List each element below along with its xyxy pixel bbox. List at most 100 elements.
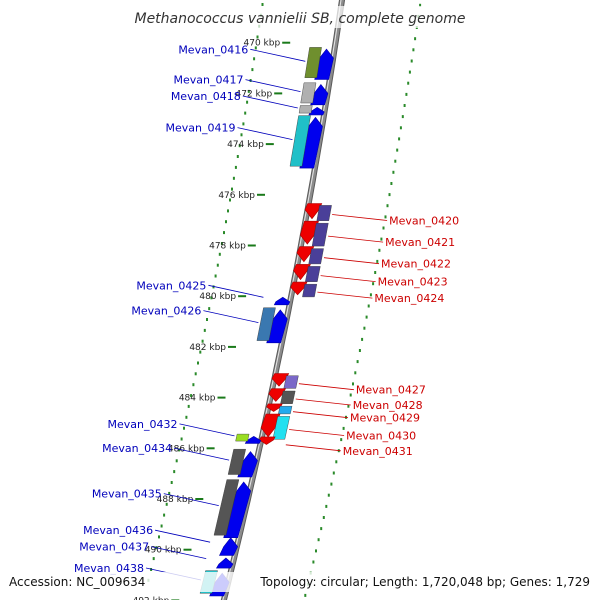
- scale-tick-label: 492 kbp: [133, 596, 170, 600]
- gene-leader-line: [179, 423, 235, 437]
- scale-dot: [367, 304, 370, 308]
- scale-dot: [408, 70, 411, 74]
- scale-tick-label: 470 kbp: [244, 39, 281, 49]
- scale-dot: [178, 448, 181, 452]
- gene-leader-line: [328, 235, 384, 243]
- gene-arrow: [215, 557, 234, 569]
- scale-dot: [358, 349, 361, 352]
- scale-dot: [347, 404, 350, 408]
- scale-dot: [254, 46, 257, 50]
- scale-tick-label: 482 kbp: [189, 343, 226, 353]
- scale-dot: [261, 3, 264, 6]
- gene-cog-block: [316, 205, 332, 221]
- scale-dot: [352, 382, 354, 386]
- gene-leader-line: [332, 214, 388, 221]
- scale-dot: [246, 100, 249, 104]
- gene-label: Mevan_0434: [102, 442, 172, 455]
- scale-dot: [187, 404, 190, 408]
- gene-arrow: [219, 537, 239, 556]
- gene-leader-line: [320, 275, 376, 282]
- gene-leader-line: [295, 398, 351, 406]
- gene-label: Mevan_0436: [83, 524, 153, 537]
- scale-dot: [380, 237, 383, 241]
- scale-dot: [369, 293, 372, 297]
- scale-dot: [412, 48, 415, 52]
- gene-cog-block: [300, 82, 317, 104]
- scale-dot: [170, 481, 173, 484]
- scale-dot: [327, 493, 330, 497]
- scale-dot: [405, 92, 408, 96]
- scale-dot: [247, 89, 250, 93]
- scale-dot: [320, 527, 323, 531]
- gene-arrow: [296, 246, 315, 263]
- gene-cog-block: [235, 433, 250, 442]
- scale-dot: [312, 560, 315, 564]
- scale-dot: [401, 115, 404, 119]
- scale-dot: [185, 415, 188, 419]
- scale-dot: [256, 35, 259, 39]
- scale-dot: [152, 557, 155, 561]
- scale-dot: [173, 470, 176, 474]
- gene-cog-block: [305, 266, 321, 282]
- scale-dot: [335, 460, 338, 464]
- gene-label: Mevan_0430: [346, 430, 416, 443]
- scale-ticks: 470 kbp 472 kbp 474 kbp 476 kbp 478 kbp 480 k…: [133, 39, 291, 600]
- accession-text: Accession: NC_009634: [9, 575, 145, 589]
- gene-leader-line: [203, 310, 259, 323]
- scale-dot: [340, 438, 343, 442]
- scale-dot: [390, 182, 393, 185]
- scale-dot: [216, 263, 219, 267]
- gene-arrow: [299, 220, 319, 245]
- scale-dot: [225, 220, 227, 224]
- scale-dot: [160, 524, 163, 528]
- gene-arrow: [266, 403, 283, 412]
- scale-tick-label: 478 kbp: [209, 242, 246, 252]
- gene-label: Mevan_0419: [166, 122, 236, 135]
- gene-leader-line: [298, 383, 354, 391]
- gene-arrow: [271, 373, 290, 387]
- scale-dot: [175, 459, 178, 463]
- gene-arrow: [268, 388, 286, 402]
- scale-dot: [396, 148, 399, 152]
- scale-dot: [223, 231, 225, 235]
- scale-dot: [315, 549, 317, 553]
- gene-arrow: [308, 106, 325, 116]
- scale-dot: [214, 274, 217, 278]
- gene-label: Mevan_0416: [178, 43, 248, 56]
- topology-text: Topology: circular; Length: 1,720,048 bp…: [259, 575, 590, 589]
- gene-cog-block: [280, 390, 296, 404]
- scale-dot: [374, 271, 377, 274]
- scale-dot: [158, 535, 160, 539]
- gene-cog-block: [213, 479, 240, 536]
- scale-dot: [332, 471, 335, 475]
- scale-tick-label: 472 kbp: [236, 89, 273, 99]
- gene-cog-block: [256, 307, 276, 341]
- gene-leader-line: [285, 444, 341, 452]
- gene-leader-line: [242, 95, 298, 109]
- gene-cog-block: [302, 284, 318, 298]
- gene-label: Mevan_0438: [74, 562, 144, 575]
- scale-dot: [378, 248, 381, 252]
- scale-dot: [251, 68, 254, 72]
- scale-dot: [212, 285, 215, 289]
- gene-cog-block: [298, 105, 313, 114]
- gene-arrow: [304, 203, 323, 220]
- scale-dot: [190, 394, 193, 398]
- gene-leader-line: [323, 257, 380, 265]
- scale-tick-label: 490 kbp: [145, 546, 182, 556]
- scale-dot: [232, 176, 235, 180]
- map-title: Methanococcus vannielii SB, complete gen…: [134, 11, 465, 27]
- scale-dot: [242, 122, 245, 126]
- scale-dot: [199, 350, 202, 354]
- scale-dot: [304, 593, 307, 597]
- gene-leader-line: [237, 127, 293, 140]
- gene-cog-block: [227, 449, 246, 475]
- scale-dot: [210, 296, 213, 300]
- gene-arrow: [244, 436, 262, 444]
- gene-label: Mevan_0429: [350, 412, 420, 425]
- scale-tick-label: 474 kbp: [227, 140, 264, 150]
- scale-dot: [361, 337, 364, 341]
- scale-dot: [253, 57, 256, 61]
